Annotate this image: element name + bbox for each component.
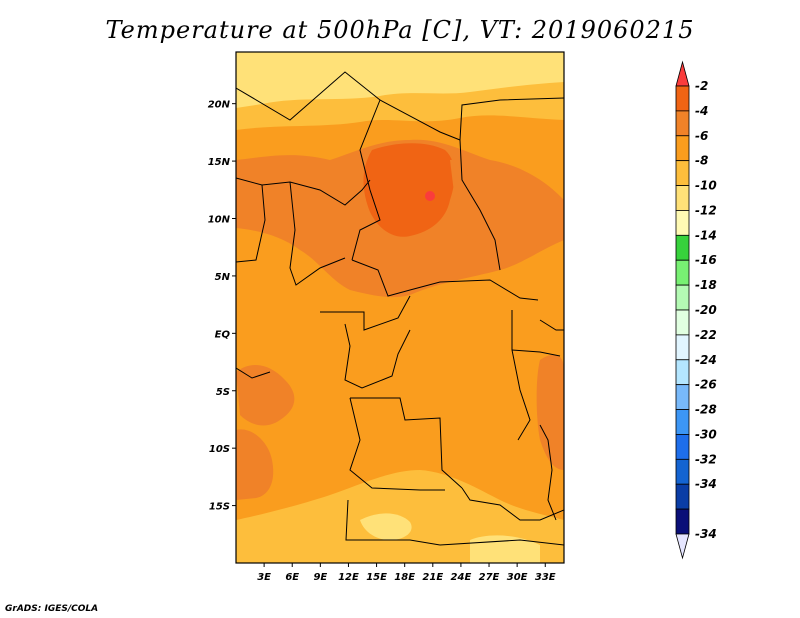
colorbar-label: -6 xyxy=(695,129,708,143)
colorbar-label: -32 xyxy=(695,452,717,466)
x-tick-label: 9E xyxy=(313,572,327,583)
border-line xyxy=(350,397,463,489)
border-line xyxy=(461,487,564,521)
x-tick-label: 33E xyxy=(535,572,556,583)
colorbar-box xyxy=(675,110,690,137)
colorbar-label: -14 xyxy=(695,228,717,242)
colorbar-box xyxy=(675,210,690,236)
colorbar-label: -26 xyxy=(695,378,717,392)
field-region-east-coast-dark xyxy=(536,354,564,470)
field-region-core-darker xyxy=(363,143,455,237)
field-hotspot xyxy=(425,191,435,201)
border-line xyxy=(511,349,561,357)
border-line xyxy=(289,181,346,286)
colorbar-box xyxy=(675,508,690,535)
field-region-south-pale xyxy=(360,513,412,540)
colorbar-label: -20 xyxy=(695,303,717,317)
border-line xyxy=(351,99,381,261)
y-axis: 20N 15N 10N 5N EQ 5S 10S 15S xyxy=(208,100,236,513)
x-tick-label: 18E xyxy=(394,572,415,583)
x-tick-label: 12E xyxy=(338,572,359,583)
colorbar-label: -30 xyxy=(695,427,717,441)
colorbar: -2 -4 -6 -8 -10 -12 -14 -16 -18 -20 -22 -24 -26 -28 -3… xyxy=(675,60,717,560)
y-tick-label: 10N xyxy=(208,215,231,226)
colorbar-box xyxy=(675,434,690,460)
x-tick-label: 24E xyxy=(451,572,472,583)
map-frame xyxy=(235,51,565,564)
x-tick-label: 6E xyxy=(285,572,299,583)
y-tick-label: EQ xyxy=(215,329,231,340)
y-tick-label: 5S xyxy=(216,387,230,398)
colorbar-box xyxy=(675,185,690,211)
temperature-field xyxy=(236,52,564,563)
chart-title: Temperature at 500hPa [C], VT: 201906021… xyxy=(105,16,695,44)
colorbar-label: -34 xyxy=(695,527,717,541)
x-tick-label: 30E xyxy=(507,572,528,583)
x-tick-label: 21E xyxy=(422,572,443,583)
colorbar-box xyxy=(675,483,690,510)
colorbar-box xyxy=(675,135,690,162)
colorbar-box xyxy=(675,359,690,386)
colorbar-box xyxy=(675,384,690,410)
border-line xyxy=(236,367,271,379)
colorbar-box xyxy=(675,85,690,112)
border-line xyxy=(236,71,564,141)
border-line xyxy=(345,499,441,546)
colorbar-label: -4 xyxy=(695,104,708,118)
field-region-east-dark xyxy=(450,159,564,250)
field-region-sw-dark xyxy=(236,429,274,500)
grads-credit: GrADS: IGES/COLA xyxy=(5,604,99,614)
colorbar-label: -24 xyxy=(695,353,717,367)
border-line xyxy=(344,323,411,389)
colorbar-label: -18 xyxy=(695,278,717,292)
y-tick-label: 15S xyxy=(209,502,230,513)
border-line xyxy=(539,424,557,521)
colorbar-label: -8 xyxy=(695,154,708,168)
border-line xyxy=(236,184,266,263)
colorbar-label: -10 xyxy=(695,179,717,193)
field-region-north-pale xyxy=(236,52,564,108)
colorbar-box xyxy=(675,309,690,336)
border-line xyxy=(351,259,539,301)
x-tick-label: 27E xyxy=(479,572,500,583)
colorbar-label: -16 xyxy=(695,253,717,267)
y-tick-label: 5N xyxy=(215,272,231,283)
colorbar-box xyxy=(675,160,690,186)
border-line xyxy=(459,139,501,271)
border-line xyxy=(539,319,564,331)
border-line xyxy=(320,295,411,331)
country-borders xyxy=(236,71,564,546)
border-line xyxy=(511,310,531,441)
border-line xyxy=(439,539,564,546)
y-tick-label: 20N xyxy=(208,100,231,111)
colorbar-label: -12 xyxy=(695,203,717,217)
colorbar-box xyxy=(675,259,690,286)
field-region-angola-dark xyxy=(236,365,295,426)
colorbar-label: -34 xyxy=(695,477,717,491)
colorbar-label: -28 xyxy=(695,403,717,417)
x-axis: 3E 6E 9E 12E 15E 18E 21E 24E 27E 30E 33E xyxy=(257,563,556,583)
colorbar-box xyxy=(675,458,690,485)
y-tick-label: 15N xyxy=(208,157,231,168)
x-tick-label: 3E xyxy=(257,572,271,583)
colorbar-top-triangle xyxy=(675,60,690,87)
colorbar-box xyxy=(675,409,690,435)
x-tick-label: 15E xyxy=(366,572,387,583)
colorbar-label: -2 xyxy=(695,79,708,93)
colorbar-box xyxy=(675,234,690,261)
y-tick-label: 10S xyxy=(209,444,230,455)
colorbar-box xyxy=(675,284,690,311)
colorbar-bottom-triangle xyxy=(675,533,690,560)
colorbar-box xyxy=(675,334,690,361)
border-line xyxy=(349,397,445,491)
colorbar-label: -22 xyxy=(695,328,717,342)
